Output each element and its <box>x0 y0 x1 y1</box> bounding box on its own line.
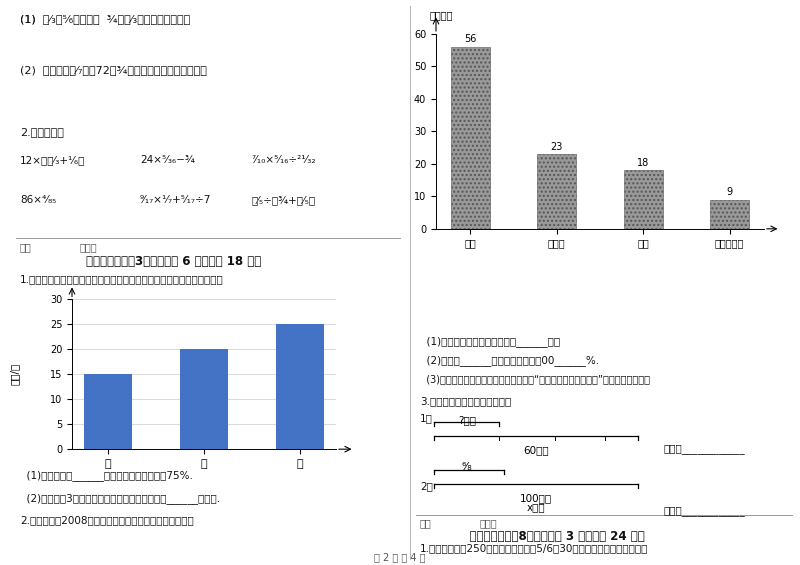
Text: (1)  ⁲⁄₃与⁵⁄₆的和除以  ¾与⁲⁄₃的和，商是多少？: (1) ⁲⁄₃与⁵⁄₆的和除以 ¾与⁲⁄₃的和，商是多少？ <box>20 14 190 24</box>
Text: ⁹⁄₁₇×¹⁄₇+⁵⁄₁₇÷7: ⁹⁄₁₇×¹⁄₇+⁵⁄₁₇÷7 <box>140 195 211 205</box>
Bar <box>538 154 576 229</box>
Text: 60千克: 60千克 <box>523 445 549 455</box>
Text: ?千克: ?千克 <box>458 415 476 425</box>
Bar <box>451 47 490 229</box>
Text: 23: 23 <box>550 141 563 151</box>
Text: 列式：____________: 列式：____________ <box>664 444 746 454</box>
Text: 2.脱式计算：: 2.脱式计算： <box>20 127 64 137</box>
Text: 12×（⁲⁄₃+¹⁄₆）: 12×（⁲⁄₃+¹⁄₆） <box>20 155 86 166</box>
Bar <box>624 171 662 229</box>
Bar <box>180 349 228 449</box>
Text: 列式：____________: 列式：____________ <box>664 506 746 516</box>
Text: 六、应用题（关8小题，每题 3 分，共计 24 分）: 六、应用题（关8小题，每题 3 分，共计 24 分） <box>420 530 645 543</box>
Bar <box>276 324 324 449</box>
Text: 1。: 1。 <box>420 414 433 424</box>
Text: 第 2 页 共 4 页: 第 2 页 共 4 页 <box>374 553 426 563</box>
Text: (1): (1) <box>20 14 42 24</box>
Text: x千米: x千米 <box>526 502 546 512</box>
Text: (2)北京得______票，占得票总数的00______%.: (2)北京得______票，占得票总数的00______%. <box>420 355 599 366</box>
Text: 2。: 2。 <box>420 481 433 492</box>
Text: (3)投票结果一出来，报纸、电视都说：“北京得票是数远远领先”，为什么这样说？: (3)投票结果一出来，报纸、电视都说：“北京得票是数远远领先”，为什么这样说？ <box>420 374 650 384</box>
Text: 得分: 得分 <box>20 242 32 252</box>
Text: 24×⁵⁄₃₆−¾: 24×⁵⁄₃₆−¾ <box>140 155 195 166</box>
Text: 得分: 得分 <box>420 519 432 529</box>
Bar <box>710 199 749 229</box>
Bar <box>84 374 132 449</box>
Y-axis label: 天数/天: 天数/天 <box>9 363 19 385</box>
Text: ⁲⁄₅÷（¾+⁲⁄₅）: ⁲⁄₅÷（¾+⁲⁄₅） <box>252 195 316 205</box>
Text: 86×⁴⁄₈₅: 86×⁴⁄₈₅ <box>20 195 56 205</box>
Text: (2)先由甲做3天，剩下的工程由丙接着做，还要______天完成.: (2)先由甲做3天，剩下的工程由丙接着做，还要______天完成. <box>20 493 220 503</box>
Text: 五、综合题（关3小题，每题 6 分，共计 18 分）: 五、综合题（关3小题，每题 6 分，共计 18 分） <box>20 255 262 268</box>
Text: ⁶⁄₈: ⁶⁄₈ <box>462 462 472 472</box>
Text: ⁷⁄₁₀×⁵⁄₁₆÷²¹⁄₃₂: ⁷⁄₁₀×⁵⁄₁₆÷²¹⁄₃₂ <box>252 155 317 166</box>
Text: 1.商店卖出白萨250头，比卖出萝卜的5/6少30头，卖出的萝卜有多少头？: 1.商店卖出白萨250头，比卖出萝卜的5/6少30头，卖出的萝卜有多少头？ <box>420 544 648 554</box>
Text: 9: 9 <box>726 187 733 197</box>
Text: (1)四个申办城市的得票总数是______票，: (1)四个申办城市的得票总数是______票， <box>420 336 560 347</box>
Text: 100千米: 100千米 <box>520 493 552 503</box>
Text: 评卷人: 评卷人 <box>80 242 98 252</box>
Text: (2)  一个数的⁲⁄₇等于72的¾，求这个数。（用方程解）: (2) 一个数的⁲⁄₇等于72的¾，求这个数。（用方程解） <box>20 65 207 75</box>
Text: (1)甲、乙合作______天可以完成这项工程的75%.: (1)甲、乙合作______天可以完成这项工程的75%. <box>20 470 193 481</box>
Text: 1.如图是甲、乙、丙三人单独完成某项工程所需天数统计图，看图填空：: 1.如图是甲、乙、丙三人单独完成某项工程所需天数统计图，看图填空： <box>20 274 224 284</box>
Text: 2.下面是申办2008年奥运会主办城市的得票情况统计图。: 2.下面是申办2008年奥运会主办城市的得票情况统计图。 <box>20 515 194 525</box>
Text: 评卷人: 评卷人 <box>480 519 498 529</box>
Text: 3.看图列算式或方程，不计算：: 3.看图列算式或方程，不计算： <box>420 397 511 407</box>
Text: 单位：票: 单位：票 <box>430 10 453 20</box>
Text: 56: 56 <box>464 34 477 44</box>
Text: 18: 18 <box>637 158 650 168</box>
